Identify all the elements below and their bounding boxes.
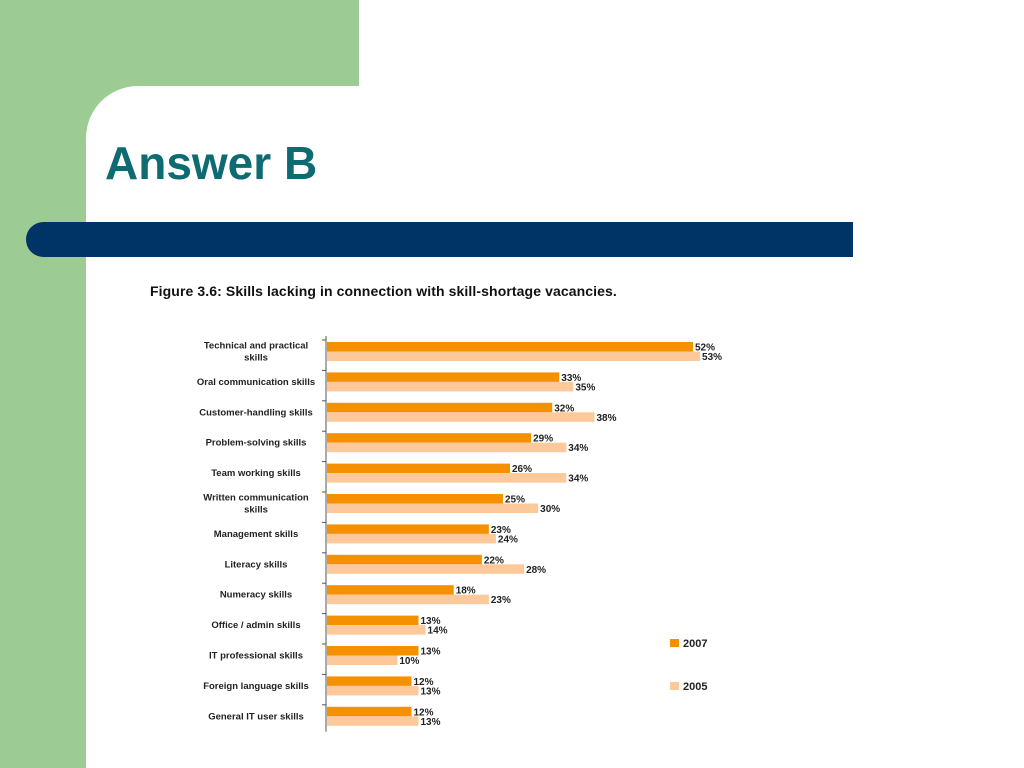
bar-2007 bbox=[327, 402, 553, 413]
content-panel bbox=[86, 86, 1024, 768]
legend-swatch-2005 bbox=[670, 682, 679, 690]
value-label-2007: 25% bbox=[505, 495, 525, 506]
category-label: Customer-handling skills bbox=[199, 407, 313, 418]
category-label: Foreign language skills bbox=[203, 681, 309, 692]
value-label-2005: 13% bbox=[421, 686, 441, 697]
bar-2005 bbox=[327, 594, 489, 605]
category-label: Written communication skills bbox=[203, 493, 309, 516]
bar-2007 bbox=[327, 615, 419, 626]
value-label-2007: 12% bbox=[413, 677, 433, 688]
bar-2007 bbox=[327, 706, 412, 717]
value-label-2007: 18% bbox=[456, 586, 476, 597]
value-label-2007: 26% bbox=[512, 464, 532, 475]
figure-caption: Figure 3.6: Skills lacking in connection… bbox=[150, 283, 617, 299]
value-label-2005: 14% bbox=[428, 626, 448, 637]
bar-2005 bbox=[327, 685, 419, 696]
value-label-2005: 35% bbox=[575, 382, 595, 393]
value-label-2007: 29% bbox=[533, 434, 553, 445]
bar-2007 bbox=[327, 554, 482, 565]
value-label-2007: 23% bbox=[491, 525, 511, 536]
title-bar bbox=[26, 222, 853, 257]
bar-2007 bbox=[327, 372, 560, 382]
legend-label-2005: 2005 bbox=[683, 681, 707, 693]
category-label: Numeracy skills bbox=[220, 590, 292, 601]
value-label-2007: 22% bbox=[484, 555, 504, 566]
bar-2005 bbox=[327, 381, 574, 392]
bar-2007 bbox=[327, 433, 532, 443]
value-label-2007: 32% bbox=[554, 403, 574, 414]
value-label-2005: 13% bbox=[421, 717, 441, 728]
value-label-2007: 12% bbox=[413, 707, 433, 718]
value-label-2005: 53% bbox=[702, 352, 722, 363]
value-label-2005: 30% bbox=[540, 504, 560, 515]
bar-2005 bbox=[327, 564, 525, 574]
category-label: Office / admin skills bbox=[211, 620, 300, 631]
category-label: IT professional skills bbox=[209, 651, 303, 662]
bar-2007 bbox=[327, 494, 503, 504]
bar-2005 bbox=[327, 473, 567, 483]
bar-2007 bbox=[327, 676, 412, 686]
value-label-2005: 28% bbox=[526, 565, 546, 576]
value-label-2007: 33% bbox=[561, 373, 581, 384]
bar-2007 bbox=[327, 342, 693, 352]
category-label: Problem-solving skills bbox=[206, 438, 307, 449]
bar-2007 bbox=[327, 463, 510, 474]
value-label-2007: 52% bbox=[695, 343, 715, 354]
bar-2005 bbox=[327, 625, 426, 635]
bar-2007 bbox=[327, 524, 489, 534]
bar-2005 bbox=[327, 351, 701, 361]
slide-title: Answer B bbox=[105, 137, 318, 189]
bar-2005 bbox=[327, 412, 595, 422]
bar-2007 bbox=[327, 585, 454, 595]
value-label-2005: 10% bbox=[399, 656, 419, 667]
legend-swatch-2007 bbox=[670, 639, 679, 647]
legend-label-2007: 2007 bbox=[683, 638, 707, 650]
value-label-2005: 23% bbox=[491, 595, 511, 606]
category-label: Literacy skills bbox=[225, 559, 288, 570]
value-label-2005: 38% bbox=[596, 413, 616, 424]
bar-2005 bbox=[327, 716, 419, 726]
category-label: Team working skills bbox=[211, 468, 301, 479]
bar-2005 bbox=[327, 503, 539, 513]
bar-2005 bbox=[327, 533, 496, 544]
value-label-2005: 34% bbox=[568, 474, 588, 485]
value-label-2005: 34% bbox=[568, 443, 588, 454]
value-label-2007: 13% bbox=[421, 647, 441, 658]
value-label-2005: 24% bbox=[498, 534, 518, 545]
category-label: Management skills bbox=[214, 529, 298, 540]
value-label-2007: 13% bbox=[421, 616, 441, 627]
bar-2005 bbox=[327, 442, 567, 453]
category-label: Oral communication skills bbox=[197, 377, 315, 388]
category-label: General IT user skills bbox=[208, 711, 304, 722]
bar-2007 bbox=[327, 646, 419, 656]
bar-2005 bbox=[327, 655, 398, 665]
category-label: Technical and practical skills bbox=[204, 341, 308, 364]
